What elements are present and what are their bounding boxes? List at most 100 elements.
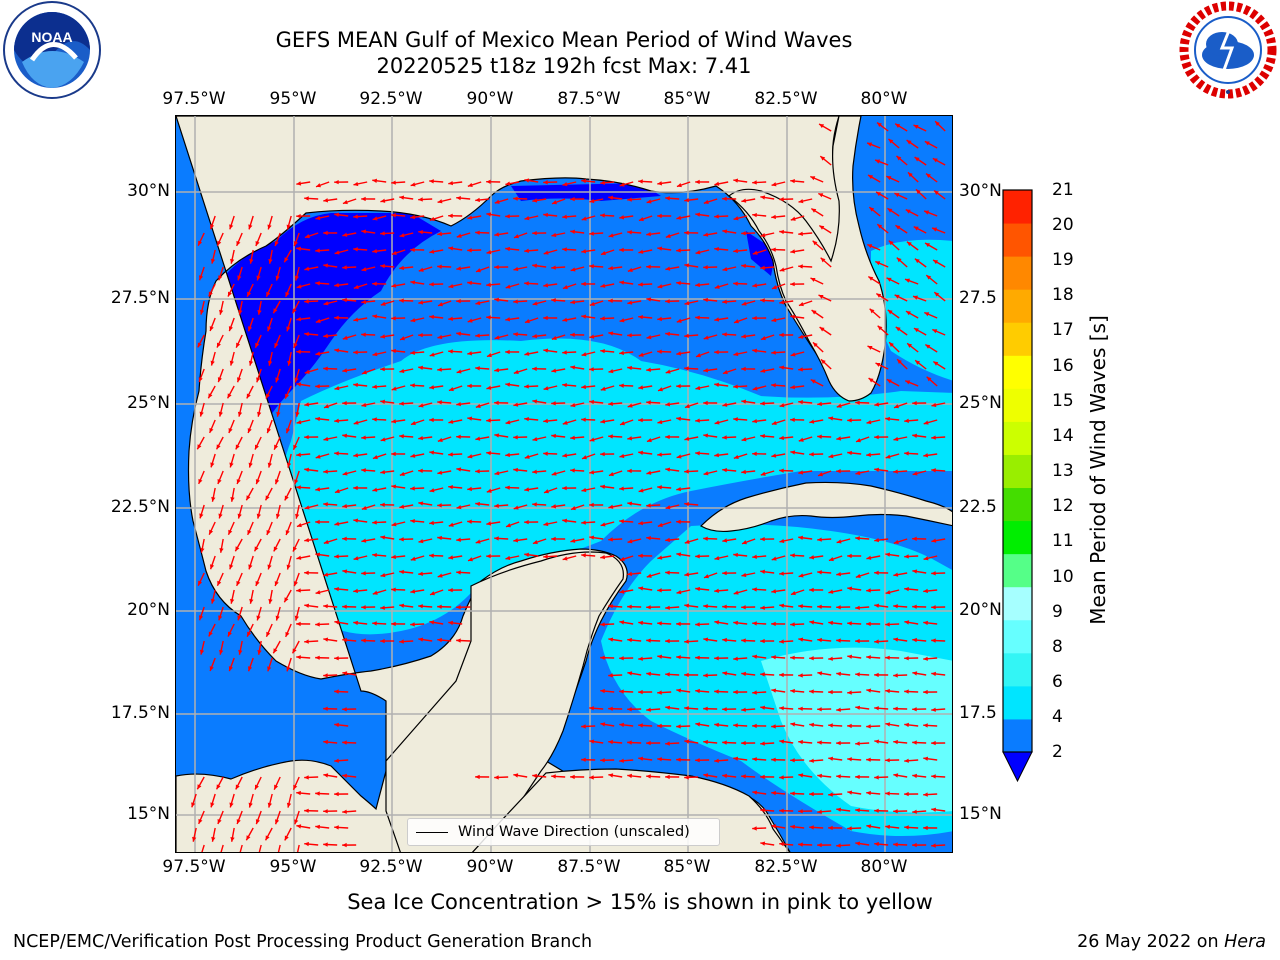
wave-direction-arrowhead: [410, 182, 416, 187]
wave-direction-arrowhead: [274, 241, 279, 247]
wave-direction-arrowhead: [429, 352, 435, 357]
wave-direction-arrowhead: [722, 671, 728, 676]
wave-direction-arrowhead: [248, 224, 253, 230]
wave-direction-arrowhead: [589, 334, 595, 339]
wave-direction-arrowhead: [926, 173, 931, 178]
wave-direction-arrowhead: [286, 428, 291, 434]
wave-direction-arrowhead: [828, 756, 834, 761]
wave-direction-arrowhead: [771, 757, 776, 762]
wave-direction-arrowhead: [551, 774, 556, 779]
wave-direction-arrowhead: [199, 275, 204, 281]
wave-direction-arrowhead: [836, 740, 841, 746]
wave-direction-arrowhead: [733, 417, 738, 422]
wave-direction-arrowhead: [722, 370, 728, 375]
wave-direction-arrowhead: [323, 773, 329, 778]
wave-direction-arrowhead: [703, 232, 709, 237]
wave-direction-arrowhead: [684, 539, 690, 544]
wave-direction-arrowhead: [836, 671, 841, 677]
wave-direction-arrowhead: [334, 825, 339, 830]
wave-direction-arrowhead: [456, 298, 461, 304]
wave-direction-arrowhead: [353, 284, 359, 289]
wave-direction-arrowhead: [877, 224, 883, 229]
wave-direction-arrowhead: [931, 774, 936, 779]
wave-direction-arrowhead: [287, 360, 292, 366]
wave-direction-arrowhead: [475, 436, 481, 441]
wave-direction-arrowhead: [895, 326, 901, 332]
wave-direction-arrowhead: [684, 501, 689, 507]
wave-direction-arrowhead: [197, 342, 202, 348]
wave-direction-arrowhead: [809, 419, 815, 424]
wave-direction-arrowhead: [506, 523, 511, 528]
wave-direction-arrowhead: [714, 689, 719, 694]
wave-direction-arrowhead: [619, 486, 624, 491]
wave-direction-arrowhead: [638, 249, 644, 254]
wave-direction-arrowhead: [646, 573, 652, 578]
wave-direction-arrowhead: [752, 790, 758, 795]
wave-direction-arrowhead: [888, 138, 894, 144]
wave-direction-arrowhead: [912, 842, 917, 848]
wave-direction-arrowhead: [380, 231, 385, 236]
wave-direction-arrowhead: [543, 348, 549, 353]
wave-direction-arrowhead: [676, 757, 681, 762]
wave-direction-arrowhead: [486, 488, 492, 493]
wave-direction-arrowhead: [931, 468, 936, 473]
wave-direction-arrowhead: [714, 620, 720, 625]
wave-direction-arrowhead: [608, 331, 614, 336]
wave-direction-arrowhead: [608, 368, 614, 374]
wave-direction-arrowhead: [505, 214, 510, 219]
wave-direction-arrowhead: [885, 824, 890, 830]
wave-direction-arrowhead: [665, 266, 671, 271]
wave-direction-arrowhead: [334, 521, 340, 526]
wave-direction-arrowhead: [399, 537, 404, 542]
wave-direction-arrowhead: [323, 263, 329, 268]
wave-direction-arrowhead: [265, 495, 270, 501]
wave-direction-arrowhead: [638, 723, 643, 728]
wave-direction-arrowhead: [524, 351, 530, 356]
colorbar-extend-min: [1002, 751, 1033, 783]
wave-direction-arrowhead: [790, 622, 795, 627]
wave-direction-arrowhead: [847, 621, 852, 626]
wave-direction-arrowhead: [543, 418, 548, 424]
wave-direction-arrowhead: [896, 155, 902, 161]
wave-direction-arrowhead: [734, 319, 739, 324]
wave-direction-arrowhead: [467, 182, 473, 187]
wave-direction-arrowhead: [304, 299, 309, 304]
wave-direction-arrowhead: [248, 360, 254, 366]
wave-direction-arrowhead: [296, 452, 301, 457]
wave-direction-arrowhead: [570, 196, 575, 202]
wave-direction-arrowhead: [286, 666, 291, 672]
wave-direction-arrowhead: [256, 615, 261, 621]
wave-direction-arrowhead: [315, 416, 320, 422]
wave-direction-arrowhead: [256, 377, 261, 383]
wave-direction-arrowhead: [532, 230, 537, 236]
wave-direction-arrowhead: [342, 842, 347, 848]
wave-direction-arrowhead: [274, 444, 279, 450]
wave-direction-arrowhead: [570, 332, 575, 337]
wave-direction-arrowhead: [932, 329, 938, 334]
wave-direction-arrowhead: [779, 435, 784, 441]
wave-direction-arrowhead: [248, 564, 253, 570]
wave-direction-arrowhead: [733, 248, 738, 254]
wave-direction-arrowhead: [296, 246, 302, 251]
wave-direction-arrowhead: [418, 571, 423, 576]
wave-direction-arrowhead: [855, 741, 860, 746]
wave-direction-arrowhead: [703, 433, 709, 438]
wave-direction-arrowhead: [486, 418, 491, 423]
wave-direction-arrowhead: [809, 722, 814, 728]
wave-direction-arrowhead: [741, 366, 746, 372]
wave-direction-arrowhead: [524, 552, 530, 557]
wave-direction-arrowhead: [342, 536, 347, 541]
wave-direction-arrowhead: [217, 818, 222, 824]
wave-direction-arrowhead: [544, 489, 549, 494]
wave-direction-arrowhead: [315, 655, 320, 660]
wave-direction-arrowhead: [627, 501, 633, 506]
wave-direction-arrowhead: [219, 649, 224, 655]
wave-direction-arrowhead: [931, 605, 936, 610]
wave-direction-arrowhead: [684, 404, 690, 409]
wave-direction-arrowhead: [255, 479, 260, 485]
wave-direction-arrowhead: [570, 402, 576, 408]
period-band-6-8: [761, 647, 952, 813]
colorbar-tick: 19: [1052, 250, 1074, 270]
wave-direction-arrowhead: [304, 841, 309, 847]
wave-direction-arrowhead: [752, 418, 758, 424]
